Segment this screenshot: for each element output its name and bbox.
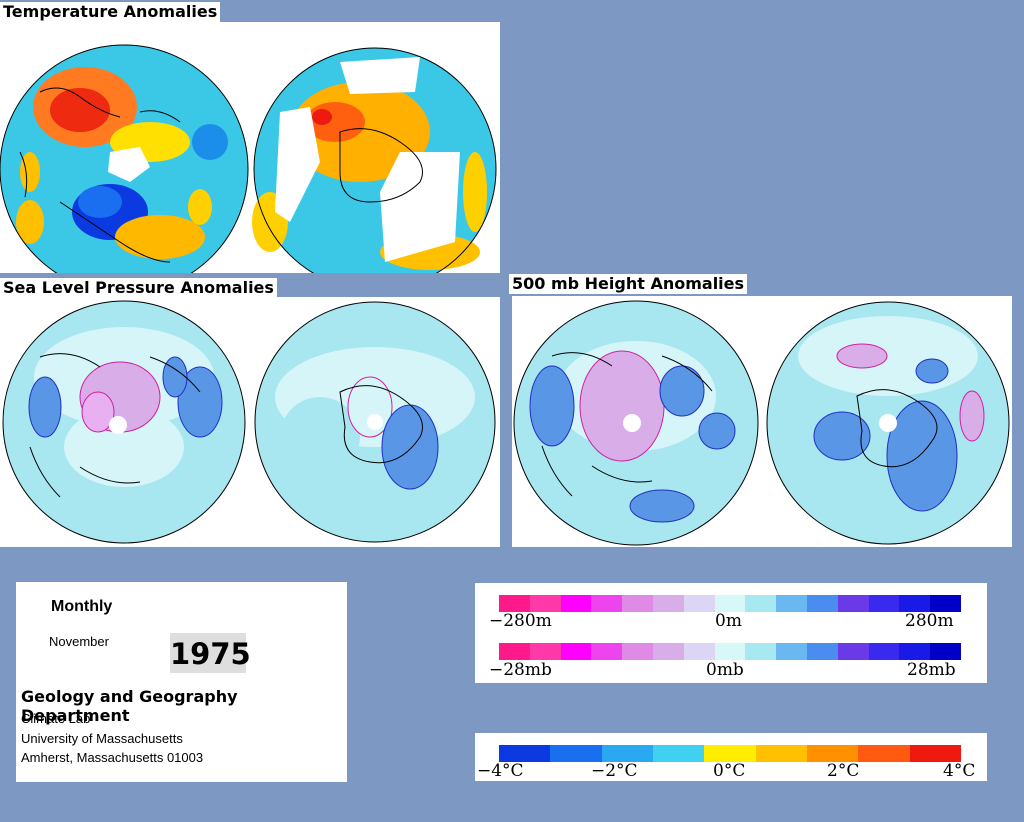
info-line: University of Massachusetts bbox=[21, 731, 183, 746]
temperature-tick: −2°C bbox=[591, 761, 638, 781]
height-colorbar-swatch bbox=[714, 595, 746, 612]
temperature-tick: 4°C bbox=[943, 761, 976, 781]
pressure-tick: 28mb bbox=[907, 660, 956, 680]
height-colorbar-swatch bbox=[930, 595, 961, 612]
pressure-tick: 0mb bbox=[706, 660, 744, 680]
pressure-colorbar-swatch bbox=[652, 643, 684, 660]
height-colorbar-swatch bbox=[868, 595, 900, 612]
height-colorbar-swatch bbox=[745, 595, 777, 612]
info-box: Monthly November 1975 Geology and Geogra… bbox=[16, 582, 347, 782]
pressure-colorbar-swatch bbox=[560, 643, 592, 660]
height-colorbar-swatch bbox=[652, 595, 684, 612]
height-colorbar-swatch bbox=[683, 595, 715, 612]
temperature-nh-globe bbox=[0, 44, 249, 273]
temperature-panel bbox=[0, 22, 500, 273]
pressure-colorbar-swatch bbox=[745, 643, 777, 660]
info-line: Amherst, Massachusetts 01003 bbox=[21, 750, 204, 765]
pressure-colorbar-swatch bbox=[806, 643, 838, 660]
height500-sh-globe bbox=[766, 301, 1010, 545]
temperature-colorbar-swatch bbox=[858, 745, 910, 762]
height-colorbar-swatch bbox=[806, 595, 838, 612]
temperature-title: Temperature Anomalies bbox=[0, 2, 221, 22]
temperature-colorbar-swatch bbox=[652, 745, 705, 762]
anomaly-colorbar-box: −280m 0m 280m −28mb 0mb 28mb bbox=[475, 583, 987, 683]
temperature-tick: 0°C bbox=[713, 761, 746, 781]
temperature-tick: 2°C bbox=[827, 761, 860, 781]
pressure-tick: −28mb bbox=[489, 660, 552, 680]
pressure-colorbar-swatch bbox=[529, 643, 561, 660]
slp-panel bbox=[0, 297, 500, 547]
height-colorbar-swatch bbox=[622, 595, 653, 612]
height-colorbar-swatch bbox=[899, 595, 931, 612]
temperature-colorbar-swatch bbox=[909, 745, 961, 762]
height-colorbar-swatch bbox=[499, 595, 530, 612]
temperature-maps bbox=[0, 44, 497, 273]
height-tick: 280m bbox=[905, 611, 954, 631]
period-label: Monthly bbox=[51, 598, 113, 615]
temperature-colorbar-swatch bbox=[499, 745, 551, 762]
temperature-colorbar bbox=[499, 745, 961, 762]
slp-sh-globe bbox=[254, 301, 496, 543]
temperature-sh-globe bbox=[252, 47, 497, 273]
pressure-colorbar-swatch bbox=[714, 643, 746, 660]
height-colorbar-swatch bbox=[776, 595, 807, 612]
slp-nh-globe bbox=[2, 300, 246, 544]
month-label: November bbox=[49, 634, 109, 649]
slp-maps bbox=[2, 300, 496, 544]
pressure-colorbar-swatch bbox=[683, 643, 715, 660]
year-label: 1975 bbox=[170, 633, 251, 673]
pressure-colorbar-swatch bbox=[868, 643, 900, 660]
temperature-colorbar-swatch bbox=[550, 745, 602, 762]
height-colorbar-swatch bbox=[529, 595, 561, 612]
temperature-colorbar-swatch bbox=[806, 745, 859, 762]
pressure-colorbar-swatch bbox=[776, 643, 807, 660]
pressure-colorbar bbox=[499, 643, 961, 660]
temperature-colorbar-box: −4°C −2°C 0°C 2°C 4°C bbox=[475, 733, 987, 781]
temperature-colorbar-swatch bbox=[755, 745, 807, 762]
height-colorbar-swatch bbox=[591, 595, 623, 612]
pressure-colorbar-swatch bbox=[899, 643, 931, 660]
info-line: Climate Lab bbox=[21, 711, 91, 726]
temperature-colorbar-swatch bbox=[601, 745, 653, 762]
height-colorbar-swatch bbox=[837, 595, 869, 612]
temperature-colorbar-swatch bbox=[704, 745, 756, 762]
height500-maps bbox=[513, 300, 1010, 546]
height-tick: 0m bbox=[715, 611, 742, 631]
height500-panel bbox=[512, 296, 1012, 547]
temperature-tick: −4°C bbox=[477, 761, 524, 781]
pressure-colorbar-swatch bbox=[837, 643, 869, 660]
slp-title: Sea Level Pressure Anomalies bbox=[0, 278, 277, 298]
pressure-colorbar-swatch bbox=[499, 643, 530, 660]
department-label: Geology and Geography Department bbox=[21, 687, 238, 725]
height500-title: 500 mb Height Anomalies bbox=[509, 274, 748, 294]
height-colorbar-swatch bbox=[560, 595, 592, 612]
pressure-colorbar-swatch bbox=[591, 643, 623, 660]
pressure-colorbar-swatch bbox=[930, 643, 961, 660]
height-colorbar bbox=[499, 595, 961, 612]
height-tick: −280m bbox=[489, 611, 552, 631]
height500-nh-globe bbox=[513, 300, 759, 546]
pressure-colorbar-swatch bbox=[622, 643, 653, 660]
